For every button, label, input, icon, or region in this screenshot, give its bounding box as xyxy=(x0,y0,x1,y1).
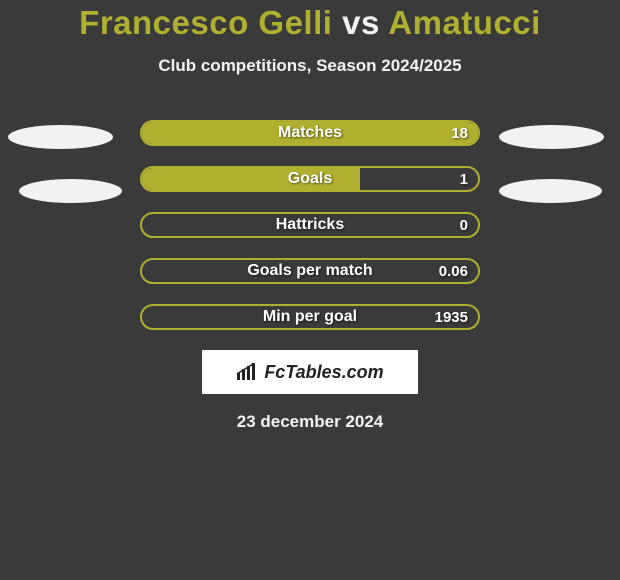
comparison-card: Francesco Gelli vs Amatucci Club competi… xyxy=(0,0,620,580)
stat-bar-value: 18 xyxy=(451,122,468,144)
stat-bar: Goals 1 xyxy=(140,166,480,192)
stat-bar-value: 0 xyxy=(460,214,468,236)
stat-row: Matches 18 xyxy=(0,110,620,156)
player2-name: Amatucci xyxy=(388,4,541,41)
stat-bar: Goals per match 0.06 xyxy=(140,258,480,284)
stat-bar: Min per goal 1935 xyxy=(140,304,480,330)
watermark-text: FcTables.com xyxy=(264,362,383,383)
stat-bar-value: 1935 xyxy=(435,306,468,328)
stat-rows: Matches 18 Goals 1 Hattricks 0 Goals per… xyxy=(0,110,620,340)
stat-bar: Matches 18 xyxy=(140,120,480,146)
vs-separator: vs xyxy=(342,4,380,41)
watermark: FcTables.com xyxy=(202,350,418,394)
player1-name: Francesco Gelli xyxy=(79,4,332,41)
stat-bar-label: Goals xyxy=(142,168,478,190)
stat-row: Hattricks 0 xyxy=(0,202,620,248)
stat-bar-label: Matches xyxy=(142,122,478,144)
stat-bar-value: 1 xyxy=(460,168,468,190)
stat-bar: Hattricks 0 xyxy=(140,212,480,238)
subtitle: Club competitions, Season 2024/2025 xyxy=(0,56,620,76)
stat-bar-label: Min per goal xyxy=(142,306,478,328)
stat-row: Min per goal 1935 xyxy=(0,294,620,340)
bar-chart-icon xyxy=(236,363,258,381)
stat-bar-label: Goals per match xyxy=(142,260,478,282)
date-text: 23 december 2024 xyxy=(0,412,620,432)
stat-row: Goals 1 xyxy=(0,156,620,202)
page-title: Francesco Gelli vs Amatucci xyxy=(0,4,620,42)
stat-bar-label: Hattricks xyxy=(142,214,478,236)
stat-row: Goals per match 0.06 xyxy=(0,248,620,294)
stat-bar-value: 0.06 xyxy=(439,260,468,282)
